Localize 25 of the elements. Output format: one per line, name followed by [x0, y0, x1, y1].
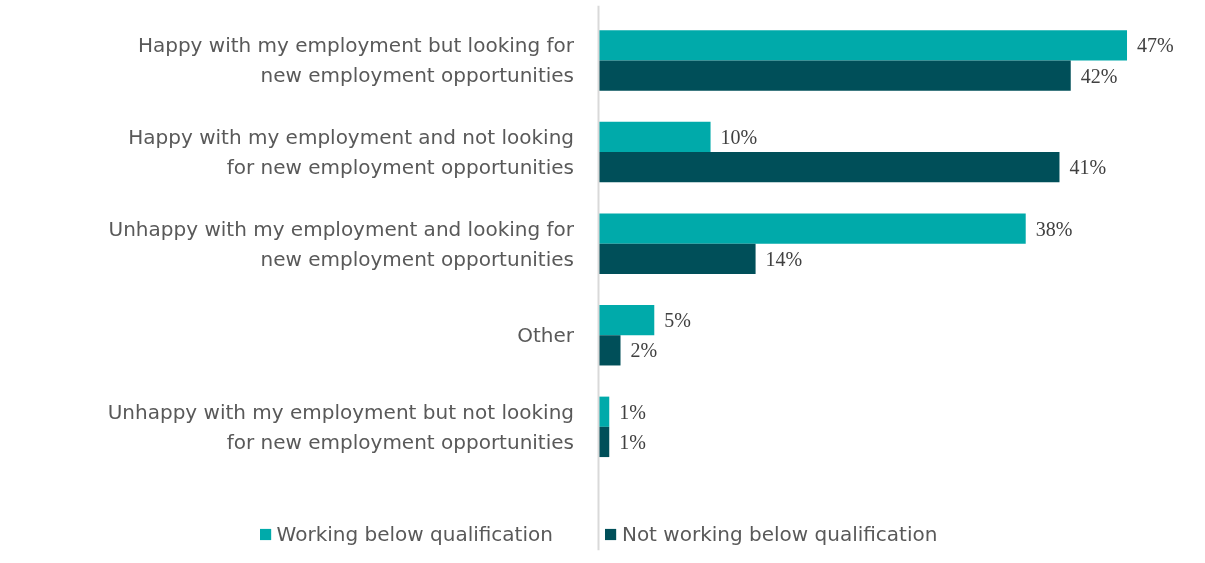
data-label: 2%: [630, 339, 658, 362]
bar: [598, 152, 1060, 183]
bar: [598, 121, 711, 153]
bar: [598, 30, 1128, 61]
y-tick-label: Happy with my employment and not looking for new employment opportunities: [128, 125, 575, 180]
y-tick-label: Happy with my employment but looking for new employment opportunities: [137, 33, 575, 88]
data-label: 42%: [1080, 64, 1118, 87]
data-label: 47%: [1137, 34, 1174, 57]
y-tick-label: Unhappy with my employment but not looking for new employment opportunities: [107, 399, 575, 454]
data-label: 10%: [720, 125, 758, 148]
bar: [598, 213, 1026, 244]
data-label: 41%: [1069, 156, 1107, 179]
bar: [598, 243, 756, 274]
bar: [598, 305, 655, 336]
data-label: 14%: [765, 247, 803, 270]
data-label: 38%: [1035, 217, 1073, 240]
bar: [598, 60, 1071, 91]
y-tick-label: Other: [517, 323, 575, 348]
data-label: 5%: [664, 309, 691, 332]
data-label: 1%: [619, 430, 646, 453]
y-tick-label: Unhappy with my employment and looking for new employment opportunities: [108, 216, 575, 271]
data-label: 1%: [619, 400, 646, 423]
bar: [598, 335, 621, 366]
legend-label: Working below qualification: [276, 522, 553, 546]
legend-label: Not working below qualification: [621, 522, 938, 546]
